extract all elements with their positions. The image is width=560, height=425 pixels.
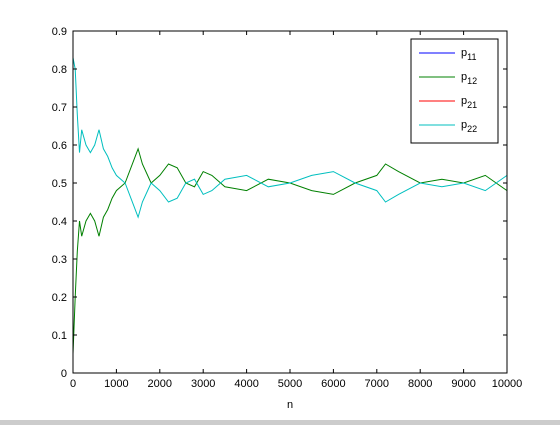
y-tick-label: 0.8 — [52, 64, 67, 76]
x-tick-label: 1000 — [104, 378, 128, 390]
y-tick-label: 0.7 — [52, 102, 67, 114]
x-tick-label: 3000 — [191, 378, 215, 390]
legend-label-12: p12 — [461, 71, 477, 86]
x-tick-label: 10000 — [492, 378, 523, 390]
legend-label-21: p21 — [461, 95, 477, 110]
y-tick-label: 0.5 — [52, 178, 67, 190]
series-line-p22 — [72, 57, 508, 219]
x-tick-label: 9000 — [451, 378, 475, 390]
y-tick-label: 0.1 — [52, 330, 67, 342]
x-axis-label: n — [287, 399, 293, 411]
y-tick-label: 0.3 — [52, 254, 67, 266]
legend-label-22: p22 — [461, 119, 477, 134]
x-tick-label: 4000 — [234, 378, 258, 390]
x-tick-label: 8000 — [408, 378, 432, 390]
legend: p11 p12 p21 p22 — [410, 38, 499, 144]
x-tick-label: 6000 — [321, 378, 345, 390]
y-axis: 0 0.1 0.2 0.3 0.4 0.5 0.6 0.7 0.8 0.9 — [52, 26, 507, 380]
y-tick-label: 0 — [61, 368, 67, 380]
x-tick-label: 5000 — [278, 378, 302, 390]
y-tick-label: 0.6 — [52, 140, 67, 152]
series-line-p12 — [72, 147, 508, 355]
series-layer — [72, 57, 508, 355]
y-tick-label: 0.2 — [52, 292, 67, 304]
legend-box — [410, 38, 499, 144]
x-tick-label: 7000 — [365, 378, 389, 390]
x-tick-label: 2000 — [148, 378, 172, 390]
x-axis: 0 1000 2000 3000 4000 5000 6000 7000 8000 9000 100… — [70, 31, 522, 390]
x-tick-label: 0 — [70, 378, 76, 390]
y-tick-label: 0.4 — [52, 216, 67, 228]
legend-label-11: p11 — [461, 47, 476, 62]
y-tick-label: 0.9 — [52, 26, 67, 38]
